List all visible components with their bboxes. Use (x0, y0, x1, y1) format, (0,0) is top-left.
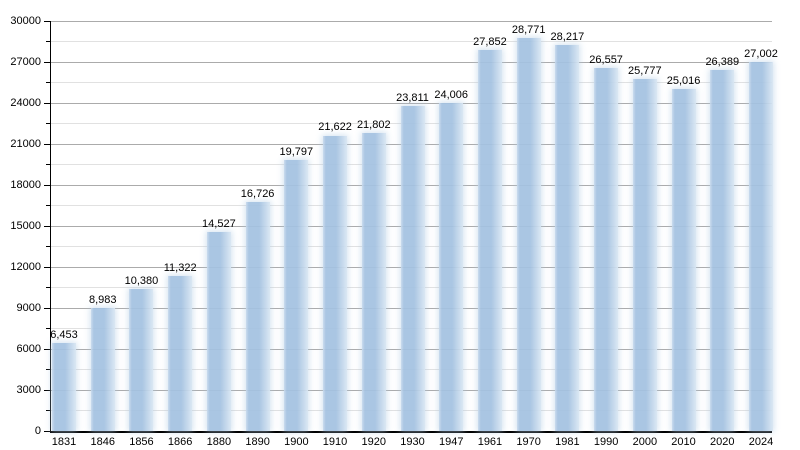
y-axis-label: 24000 (10, 97, 41, 109)
bar (516, 37, 541, 431)
y-axis-label: 9000 (16, 302, 41, 314)
bar (439, 102, 464, 431)
y-axis-minor-tick (46, 164, 51, 165)
bar (671, 89, 696, 431)
bar-value-label: 27,852 (473, 36, 507, 49)
bar-value-label: 21,802 (356, 119, 391, 132)
bar-value-label: 26,389 (705, 56, 740, 69)
bar-value-label: 14,527 (202, 218, 236, 231)
x-axis-label: 2020 (710, 436, 735, 448)
bar (710, 70, 735, 431)
x-axis-label: 1880 (206, 436, 232, 448)
bar (323, 135, 348, 431)
y-axis-major-tick (44, 102, 51, 104)
grid-line-major (51, 61, 772, 63)
bar (555, 45, 580, 431)
bar (245, 202, 270, 431)
y-axis-minor-tick (46, 246, 51, 247)
bar (400, 105, 425, 431)
y-axis-label: 21000 (10, 138, 41, 150)
x-axis-label: 2010 (671, 436, 696, 448)
bar-value-label: 23,811 (396, 91, 429, 104)
y-axis-label: 30000 (10, 15, 41, 27)
y-axis-major-tick (44, 61, 51, 63)
bar-value-label: 24,006 (434, 88, 469, 101)
bar (749, 61, 773, 431)
bar-value-label: 25,777 (628, 64, 662, 77)
y-axis-label: 12000 (10, 261, 41, 273)
y-axis-major-tick (44, 389, 51, 391)
grid-line-minor (51, 82, 772, 83)
y-axis-minor-tick (46, 410, 51, 411)
bar (361, 133, 386, 431)
y-axis-label: 0 (34, 425, 41, 437)
x-axis-label: 1890 (245, 436, 270, 448)
bar-value-label: 6,453 (50, 328, 78, 341)
x-axis-label: 1920 (361, 436, 387, 448)
bar (206, 232, 231, 431)
bar (632, 78, 657, 431)
y-axis-minor-tick (46, 369, 51, 370)
x-axis-label: 1866 (167, 436, 193, 448)
bar (594, 68, 619, 431)
bar (477, 50, 502, 431)
bar (284, 160, 309, 431)
y-axis-label: 27000 (10, 56, 41, 68)
y-axis-major-tick (44, 184, 51, 186)
grid-line-major (51, 20, 772, 22)
x-axis-label: 1930 (400, 436, 425, 448)
x-axis-label: 1846 (90, 436, 115, 448)
y-axis-major-tick (44, 348, 51, 350)
bar-value-label: 19,797 (279, 146, 314, 159)
y-axis-minor-tick (46, 328, 51, 329)
bar-value-label: 28,771 (511, 23, 546, 36)
x-axis-label: 1856 (129, 436, 154, 448)
x-axis-label: 1900 (284, 436, 309, 448)
grid-line-minor (51, 41, 772, 42)
y-axis-label: 6000 (16, 343, 41, 355)
y-axis-major-tick (44, 307, 51, 309)
bar-value-label: 26,557 (589, 54, 623, 67)
y-axis-major-tick (44, 20, 51, 22)
y-axis-label: 15000 (10, 220, 41, 232)
bar-value-label: 8,983 (88, 294, 117, 307)
bar-value-label: 11,322 (163, 262, 197, 275)
bar (90, 308, 115, 431)
y-axis-minor-tick (46, 82, 51, 83)
bar-value-label: 27,002 (744, 47, 778, 60)
grid-line-major (51, 102, 772, 104)
y-axis-minor-tick (46, 41, 51, 42)
y-axis-minor-tick (46, 205, 51, 206)
bar-value-label: 21,622 (318, 121, 352, 134)
bar-value-label: 25,016 (666, 75, 701, 88)
y-axis-major-tick (44, 266, 51, 268)
bar-value-label: 10,380 (124, 275, 159, 288)
x-axis-label: 1831 (51, 436, 77, 448)
y-axis-major-tick (44, 225, 51, 227)
y-axis-label: 3000 (16, 384, 41, 396)
bar (129, 289, 154, 431)
x-axis-label: 1947 (438, 436, 464, 448)
x-axis-label: 1970 (516, 436, 541, 448)
y-axis-major-tick (44, 143, 51, 145)
x-axis-label: 1961 (477, 436, 503, 448)
x-axis-label: 1981 (555, 436, 580, 448)
bar (52, 342, 76, 431)
y-axis-label: 18000 (10, 179, 41, 191)
x-axis-label: 2024 (748, 436, 774, 448)
bar-value-label: 16,726 (240, 188, 275, 201)
x-axis-label: 2000 (632, 436, 658, 448)
plot-area: 0 3000 6000 9000 12000 15000 18000 21000 24000 27… (10, 15, 777, 448)
x-axis-label: 1910 (322, 436, 348, 448)
y-axis-major-tick (44, 430, 51, 432)
bar-value-label: 28,217 (550, 31, 585, 44)
x-axis-label: 1990 (593, 436, 619, 448)
y-axis-minor-tick (46, 287, 51, 288)
bar (168, 276, 193, 431)
y-axis-minor-tick (46, 123, 51, 124)
